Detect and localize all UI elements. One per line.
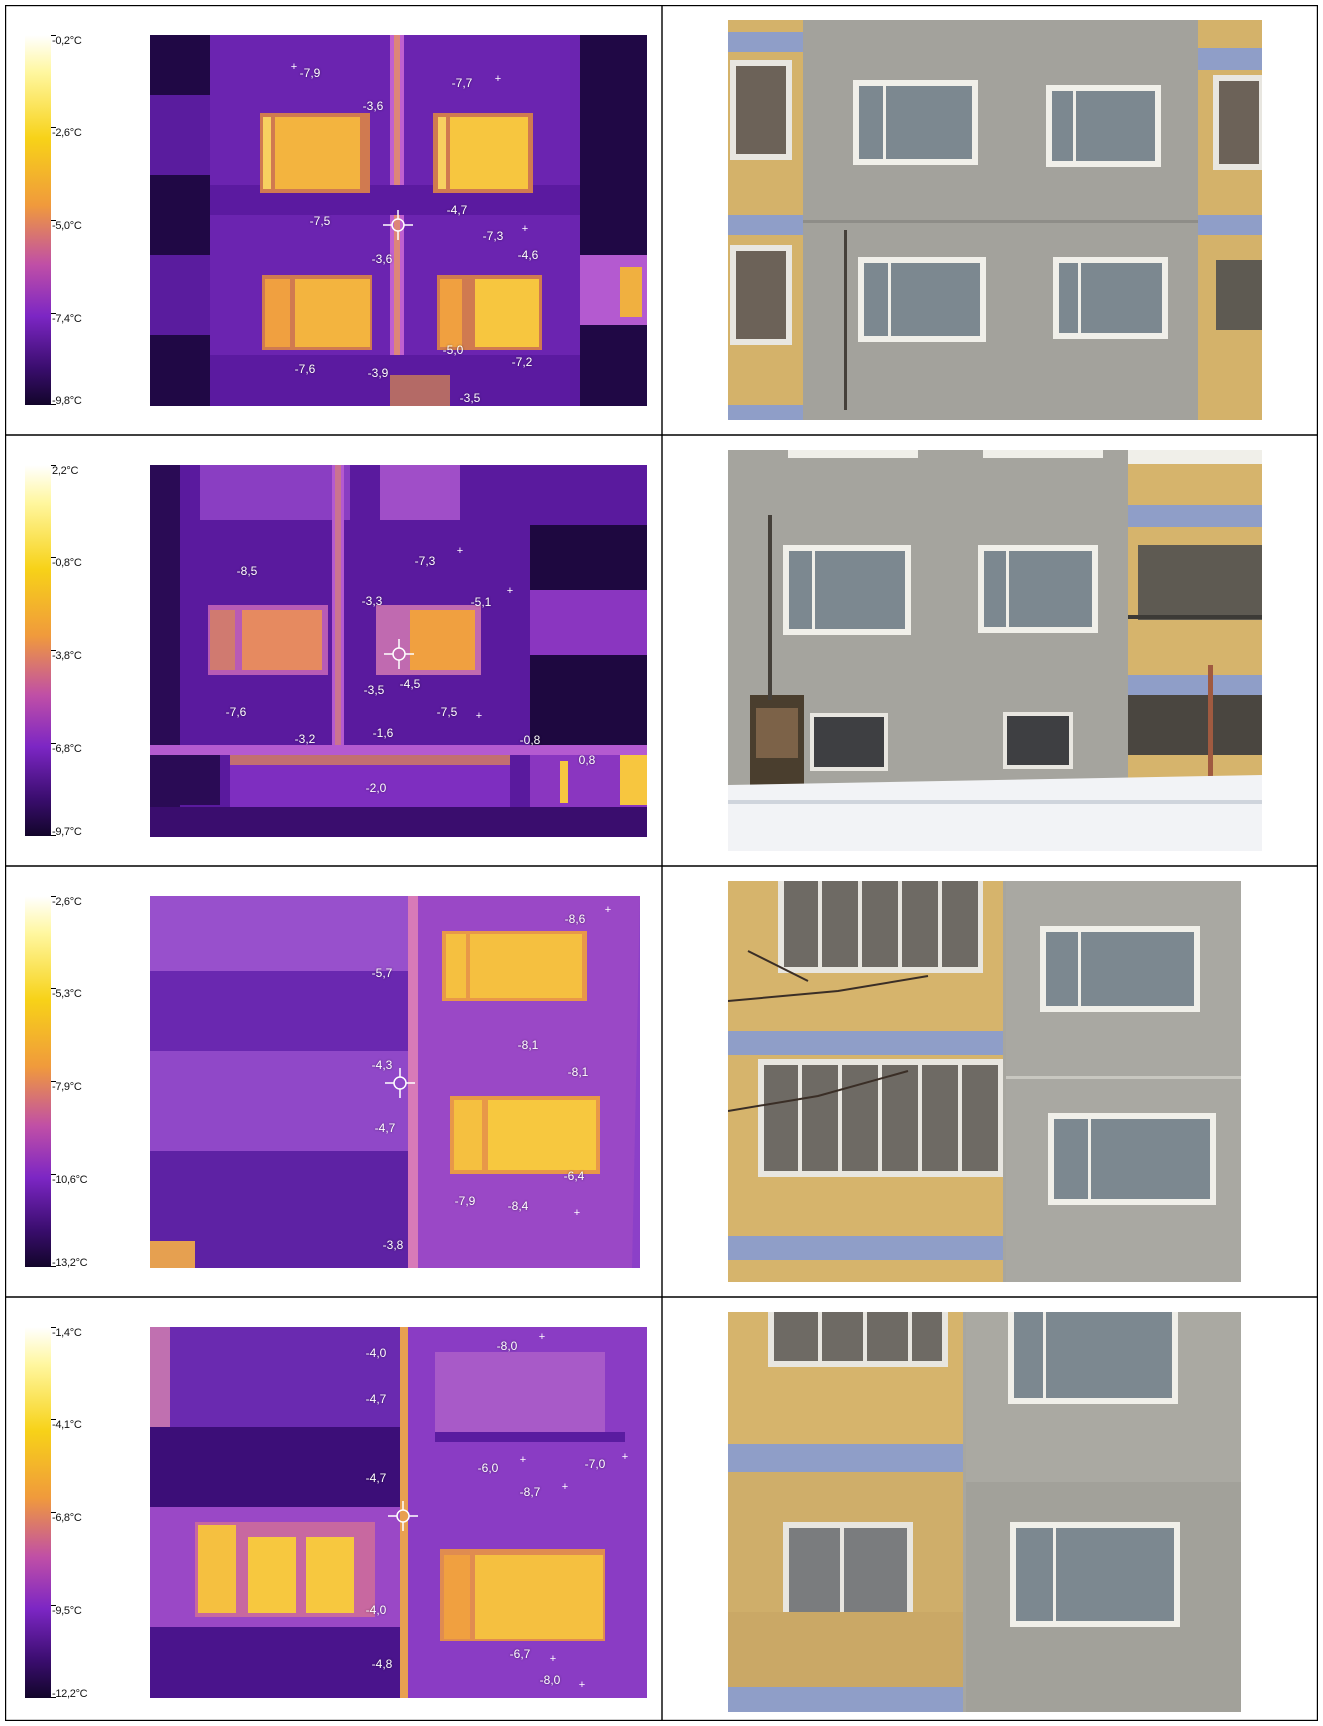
temperature-reading: -4,7 (365, 1392, 387, 1406)
temperature-reading: -7,6 (225, 705, 247, 719)
temperature-reading: -4,5 (399, 677, 421, 691)
thermal-cell-2: 2,2°C -0,8°C -3,8°C -6,8°C -9,7°C (5, 435, 662, 866)
scale-label: -6,8°C (52, 1512, 82, 1524)
temperature-reading: -6,0 (477, 1461, 499, 1475)
temperature-reading: -3,5 (363, 683, 385, 697)
temperature-reading: -5,1 (470, 595, 492, 609)
temperature-reading: -4,8 (371, 1657, 393, 1671)
temperature-reading: -8,1 (517, 1038, 539, 1052)
scale-label: -0,8°C (52, 557, 82, 569)
scale-label: -3,8°C (52, 650, 82, 662)
temperature-reading: -7,0 (584, 1457, 606, 1471)
scale-label-max: 2,2°C (52, 465, 79, 477)
temperature-reading: -6,4 (563, 1169, 585, 1183)
scale-label: -9,5°C (52, 1605, 82, 1617)
temperature-reading: -7,2 (511, 355, 533, 369)
thermal-cell-4: -1,4°C -4,1°C -6,8°C -9,5°C -12,2°C -4,0… (5, 1297, 662, 1721)
building-photo (728, 450, 1262, 851)
crosshair-icon (384, 639, 414, 669)
temperature-reading: -8,0 (496, 1339, 518, 1353)
thermal-cell-1: -0,2°C -2,6°C -5,0°C -7,4°C -9,8°C (5, 5, 662, 435)
crosshair-icon (385, 1068, 415, 1098)
temperature-reading: -3,3 (361, 594, 383, 608)
temperature-scale-bar (25, 896, 51, 1267)
photo-cell-4 (662, 1297, 1318, 1721)
temperature-reading: -5,7 (371, 966, 393, 980)
temperature-reading: -6,7 (509, 1647, 531, 1661)
temperature-reading: -1,6 (372, 726, 394, 740)
temperature-reading: -7,3 (482, 229, 504, 243)
scale-label-min: -9,7°C (52, 826, 82, 838)
building-photo (728, 881, 1262, 1282)
temperature-reading: -3,6 (371, 252, 393, 266)
photo-cell-3 (662, 866, 1318, 1297)
scale-label-max: -1,4°C (52, 1327, 82, 1339)
temperature-reading: -8,7 (519, 1485, 541, 1499)
scale-label-max: -0,2°C (52, 35, 82, 47)
scale-label-max: -2,6°C (52, 896, 82, 908)
temperature-reading: -7,6 (294, 362, 316, 376)
temperature-reading: -5,0 (442, 343, 464, 357)
crosshair-icon (383, 210, 413, 240)
temperature-reading: -7,7 (451, 76, 473, 90)
thermal-cell-3: -2,6°C -5,3°C -7,9°C -10,6°C -13,2°C -8,… (5, 866, 662, 1297)
temperature-reading: -4,7 (446, 203, 468, 217)
temperature-reading: -8,4 (507, 1199, 529, 1213)
temperature-reading: -4,3 (371, 1058, 393, 1072)
scale-label-min: -13,2°C (52, 1257, 88, 1269)
temperature-scale-bar (25, 35, 51, 405)
temperature-reading: -8,5 (236, 564, 258, 578)
scale-label: -7,9°C (52, 1081, 82, 1093)
temperature-scale-bar (25, 465, 51, 836)
temperature-reading: -4,7 (374, 1121, 396, 1135)
temperature-reading: -7,9 (299, 66, 321, 80)
scale-label-min: -9,8°C (52, 395, 82, 407)
thermal-image: -4,0 -8,0 -4,7 -4,7 -6,0 -7,0 -8,7 -4,0 … (150, 1327, 647, 1698)
temperature-reading: -3,8 (382, 1238, 404, 1252)
building-photo (728, 20, 1262, 420)
document-table (5, 5, 1318, 1721)
temperature-reading: -8,0 (539, 1673, 561, 1687)
thermal-image: -8,5 -7,3 -3,3 -5,1 -3,5 -4,5 -7,5 -7,6 … (150, 465, 647, 837)
building-photo (728, 1312, 1262, 1712)
temperature-reading: -2,0 (365, 781, 387, 795)
scale-label: -2,6°C (52, 127, 82, 139)
temperature-reading: -3,5 (459, 391, 481, 405)
thermal-image: -7,9 -7,7 -3,6 -7,5 -4,7 -7,3 -3,6 -4,6 … (150, 35, 647, 406)
photo-cell-2 (662, 435, 1318, 866)
temperature-reading: -7,9 (454, 1194, 476, 1208)
temperature-reading: -4,7 (365, 1471, 387, 1485)
scale-label-min: -12,2°C (52, 1688, 88, 1700)
temperature-reading: 0,8 (578, 753, 596, 767)
scale-label: -5,0°C (52, 220, 82, 232)
temperature-reading: -4,0 (365, 1346, 387, 1360)
temperature-reading: -3,2 (294, 732, 316, 746)
temperature-scale-bar (25, 1327, 51, 1698)
temperature-reading: -4,0 (365, 1603, 387, 1617)
temperature-reading: -7,3 (414, 554, 436, 568)
temperature-reading: -0,8 (519, 733, 541, 747)
scale-label: -5,3°C (52, 988, 82, 1000)
temperature-reading: -4,6 (517, 248, 539, 262)
temperature-reading: -8,1 (567, 1065, 589, 1079)
scale-label: -10,6°C (52, 1174, 88, 1186)
temperature-reading: -3,6 (362, 99, 384, 113)
scale-label: -7,4°C (52, 313, 82, 325)
crosshair-icon (388, 1501, 418, 1531)
scale-label: -6,8°C (52, 743, 82, 755)
scale-label: -4,1°C (52, 1419, 82, 1431)
temperature-reading: -3,9 (367, 366, 389, 380)
photo-cell-1 (662, 5, 1318, 435)
temperature-reading: -7,5 (436, 705, 458, 719)
temperature-reading: -8,6 (564, 912, 586, 926)
thermal-image: -8,6 -5,7 -8,1 -4,3 -8,1 -4,7 -6,4 -7,9 … (150, 896, 647, 1268)
temperature-reading: -7,5 (309, 214, 331, 228)
